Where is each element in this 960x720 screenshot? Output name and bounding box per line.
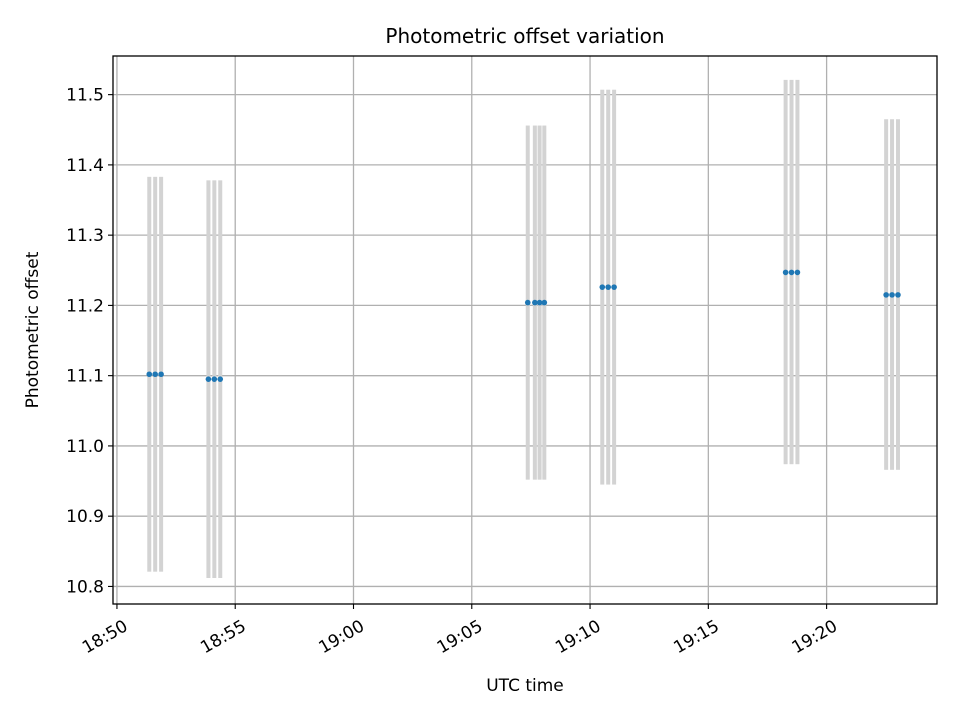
plot-frame [112,55,938,605]
data-point [599,284,606,290]
y-tick-label: 11.2 [66,296,104,316]
chart-title: Photometric offset variation [385,24,664,48]
y-tick-label: 11.4 [66,156,104,176]
y-axis-ticks: 10.8 10.9 11.0 11.1 11.2 11.3 11.4 11.5 [66,86,113,597]
data-point [205,376,212,382]
data-point [782,269,789,276]
x-tick-label: 19:00 [316,616,368,658]
data-point [211,376,218,382]
data-point [794,269,801,276]
data-point [788,269,795,276]
x-axis-ticks: 18:50 18:55 19:00 19:05 19:10 19:15 19:20 [79,604,841,658]
data-point [541,299,548,306]
error-bars [147,79,900,579]
data-point [889,292,895,298]
x-tick-label: 18:50 [79,616,131,658]
x-tick-label: 19:15 [670,616,722,658]
grid [113,56,937,604]
data-point [146,371,153,378]
data-point [524,299,531,306]
y-tick-label: 10.9 [66,507,104,527]
y-tick-label: 11.5 [66,86,104,106]
data-point [611,284,617,290]
data-point [152,371,158,378]
y-axis-label: Photometric offset [23,251,43,408]
y-tick-label: 11.0 [66,437,104,457]
data-point [532,299,538,306]
y-tick-label: 10.8 [66,577,104,597]
data-point [158,371,164,378]
x-tick-label: 19:20 [789,616,841,658]
x-axis-label: UTC time [486,676,564,696]
data-point [536,299,543,306]
y-tick-label: 11.1 [66,367,104,387]
data-point [895,292,901,298]
data-point [883,292,889,298]
x-tick-label: 19:05 [434,616,486,658]
x-tick-label: 18:55 [197,616,249,658]
data-point [605,284,611,290]
data-point [217,376,224,382]
data-points [146,269,901,382]
x-tick-label: 19:10 [552,616,604,658]
y-tick-label: 11.3 [66,226,104,246]
